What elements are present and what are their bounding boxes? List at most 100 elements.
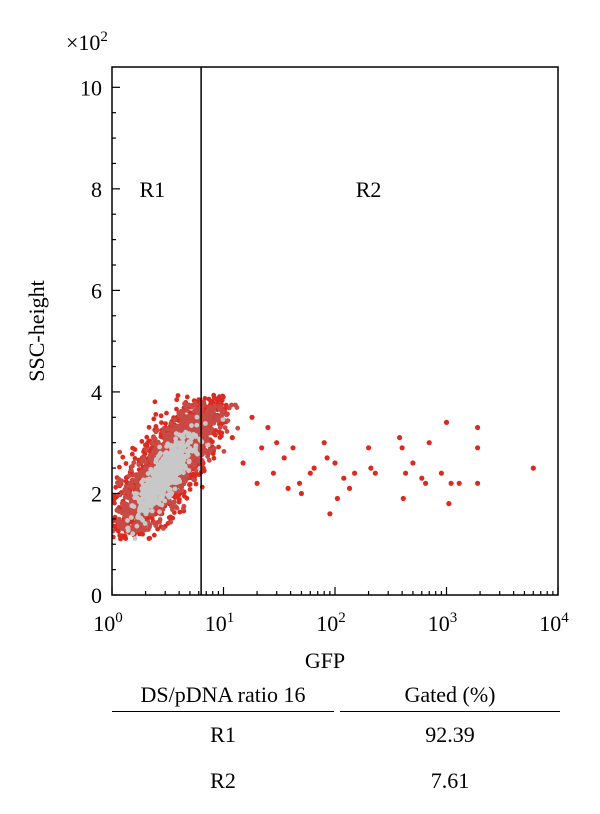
population-dot-core xyxy=(155,466,161,472)
table-header-gated: Gated (%) xyxy=(404,682,496,707)
region-label: R1 xyxy=(139,177,165,202)
data-point xyxy=(443,419,450,425)
population-dot-mid xyxy=(193,467,199,473)
population-dot-mid xyxy=(120,523,126,528)
population-dot-mid xyxy=(125,489,131,494)
population-dot-mid xyxy=(123,484,129,490)
population-dot-core xyxy=(157,444,163,450)
population-dot-edge xyxy=(187,481,193,487)
population-dot-core xyxy=(130,531,136,537)
population-dot-core xyxy=(134,523,140,529)
header-rule-left xyxy=(112,710,334,712)
population-dot-core xyxy=(189,423,194,428)
population-dot-core xyxy=(154,482,160,488)
population-dot-mid xyxy=(176,413,182,419)
population-dot-core xyxy=(168,461,174,467)
population-dot-mid xyxy=(206,457,212,463)
population-dot-edge xyxy=(174,406,179,412)
data-point xyxy=(352,470,358,476)
population-dot-mid xyxy=(186,402,192,408)
population-dot-core xyxy=(193,450,199,456)
population-dot-mid xyxy=(116,476,122,482)
population-dot-edge xyxy=(217,430,222,436)
population-dot-edge xyxy=(120,454,126,460)
data-point xyxy=(419,475,425,481)
outlier-points xyxy=(229,414,536,517)
population-dot-core xyxy=(143,482,149,488)
y-tick-label: 10 xyxy=(80,75,102,100)
data-point xyxy=(530,465,536,471)
x-tick-label: 100 xyxy=(93,610,123,636)
data-point xyxy=(426,440,432,446)
population-dot-edge xyxy=(123,478,129,484)
population-dot-mid xyxy=(182,401,187,407)
population-dot-edge xyxy=(217,435,223,440)
population-dot-edge xyxy=(151,416,157,422)
data-point xyxy=(475,480,481,486)
population-dot-mid xyxy=(229,402,234,408)
population-dot-core xyxy=(141,493,147,499)
population-dot-mid xyxy=(209,414,214,419)
population-dot-mid xyxy=(132,507,138,513)
data-point xyxy=(456,480,462,486)
population-dot-core xyxy=(150,498,155,504)
population-dot-mid xyxy=(194,426,200,432)
population-dot-edge xyxy=(119,533,125,538)
population-dot-core xyxy=(162,498,168,504)
population-dot-core xyxy=(181,470,186,476)
population-dot-mid xyxy=(139,470,144,475)
population-dot-core xyxy=(163,460,169,466)
population-dot-mid xyxy=(217,425,223,430)
population-dot-core xyxy=(155,454,161,459)
gated-percentage-table: DS/pDNA ratio 16 Gated (%) R1 92.39 R2 7… xyxy=(112,680,560,804)
population-dot-mid xyxy=(186,415,192,421)
population-dot-core xyxy=(193,443,199,449)
population-dot-edge xyxy=(129,451,135,457)
population-dot-edge xyxy=(130,445,136,451)
population-dot-mid xyxy=(206,430,212,436)
population-dot-edge xyxy=(158,413,164,419)
data-point xyxy=(448,480,454,486)
population-dot-edge xyxy=(223,402,229,408)
population-dot-edge xyxy=(175,393,181,398)
population-dot-core xyxy=(178,449,184,455)
population-dot-mid xyxy=(130,484,136,490)
population-dot-core xyxy=(182,454,188,460)
population-dot-edge xyxy=(187,487,193,492)
data-point xyxy=(423,480,429,486)
population-dot-core xyxy=(194,414,200,420)
population-dot-core xyxy=(160,486,166,491)
population-dot-edge xyxy=(152,399,158,405)
population-dot-edge xyxy=(210,451,216,457)
population-dot-core xyxy=(187,445,193,451)
data-point xyxy=(321,440,327,446)
population-dot-core xyxy=(156,475,162,481)
population-dot-mid xyxy=(170,500,175,506)
population-dot-mid xyxy=(219,410,225,416)
x-axis-label: GFP xyxy=(305,648,345,673)
population-dot-mid xyxy=(144,447,149,452)
population-dot-edge xyxy=(217,394,222,400)
population-dot-mid xyxy=(116,516,122,522)
population-dot-mid xyxy=(157,517,163,522)
population-dot-core xyxy=(132,495,138,501)
population-dot-mid xyxy=(114,507,120,513)
row-region-label: R1 xyxy=(210,722,236,747)
population-dot-core xyxy=(144,497,149,502)
population-dot-edge xyxy=(144,434,150,440)
population-dot-mid xyxy=(168,421,174,426)
population-dot-mid xyxy=(183,478,188,484)
population-dot-core xyxy=(186,458,192,464)
population-dot-core xyxy=(159,502,165,508)
population-dot-mid xyxy=(201,403,207,409)
x-tick-label: 101 xyxy=(205,610,235,636)
y-tick-label: 0 xyxy=(91,583,102,608)
population-dot-edge xyxy=(212,432,218,438)
population-dot-mid xyxy=(116,524,122,529)
population-dot-mid xyxy=(161,526,166,531)
population-dot-core xyxy=(170,457,176,463)
population-dot-core xyxy=(144,501,150,507)
population-dot-mid xyxy=(136,462,142,467)
population-dot-mid xyxy=(141,455,146,461)
population-dot-core xyxy=(194,422,200,428)
